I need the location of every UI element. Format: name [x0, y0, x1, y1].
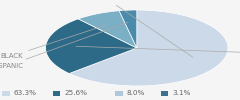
FancyBboxPatch shape: [161, 90, 168, 96]
Wedge shape: [46, 19, 137, 74]
Wedge shape: [78, 11, 137, 48]
Text: 25.6%: 25.6%: [64, 90, 87, 96]
FancyBboxPatch shape: [53, 90, 60, 96]
Text: ASIAN: ASIAN: [76, 46, 240, 56]
Wedge shape: [119, 10, 137, 48]
Text: HISPANIC: HISPANIC: [0, 22, 128, 69]
Text: WHITE: WHITE: [94, 0, 193, 57]
Text: BLACK: BLACK: [1, 25, 107, 59]
Text: 63.3%: 63.3%: [14, 90, 37, 96]
Text: 3.1%: 3.1%: [172, 90, 191, 96]
Wedge shape: [69, 10, 228, 86]
Text: 8.0%: 8.0%: [126, 90, 145, 96]
FancyBboxPatch shape: [115, 90, 123, 96]
FancyBboxPatch shape: [2, 90, 10, 96]
